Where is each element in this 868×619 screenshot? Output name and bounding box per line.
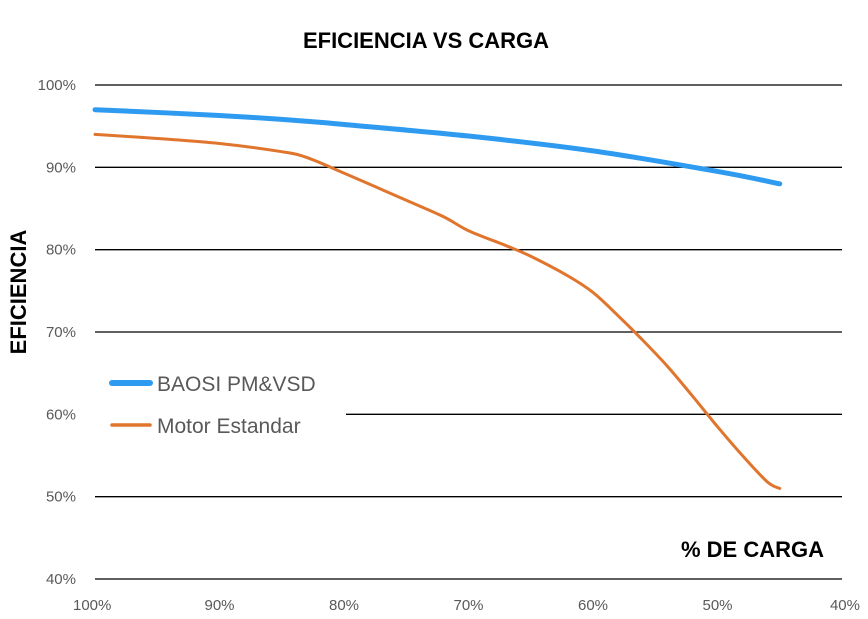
gridlines [95,84,842,580]
y-tick-label: 70% [46,324,76,341]
y-tick-label: 50% [46,489,76,506]
chart-title: EFICIENCIA VS CARGA [303,28,549,53]
x-axis-ticks: 100% 90% 80% 70% 60% 50% 40% [73,597,860,614]
x-tick-label: 80% [329,597,359,614]
x-tick-label: 100% [73,597,111,614]
legend-item-motor-estandar: Motor Estandar [110,415,301,438]
series-lines [92,107,783,490]
legend-item-baosi: BAOSI PM&VSD [109,373,316,396]
legend-label-baosi: BAOSI PM&VSD [157,373,316,396]
x-tick-label: 50% [702,597,732,614]
y-tick-label: 90% [46,159,76,176]
y-tick-label: 80% [46,242,76,259]
x-tick-label: 70% [453,597,483,614]
x-tick-label: 60% [578,597,608,614]
x-axis-title: % DE CARGA [681,537,824,562]
y-axis-title: EFICIENCIA [6,230,31,355]
y-tick-label: 100% [38,77,76,94]
legend-background [94,360,346,450]
legend: BAOSI PM&VSD Motor Estandar [109,373,316,438]
series-line-1 [93,132,782,490]
series-line-0 [92,107,783,187]
x-tick-label: 40% [830,597,860,614]
x-tick-label: 90% [204,597,234,614]
y-tick-label: 40% [46,571,76,588]
y-axis-ticks: 100% 90% 80% 70% 60% 50% 40% [38,77,76,588]
y-tick-label: 60% [46,406,76,423]
legend-label-motor-estandar: Motor Estandar [157,415,301,438]
